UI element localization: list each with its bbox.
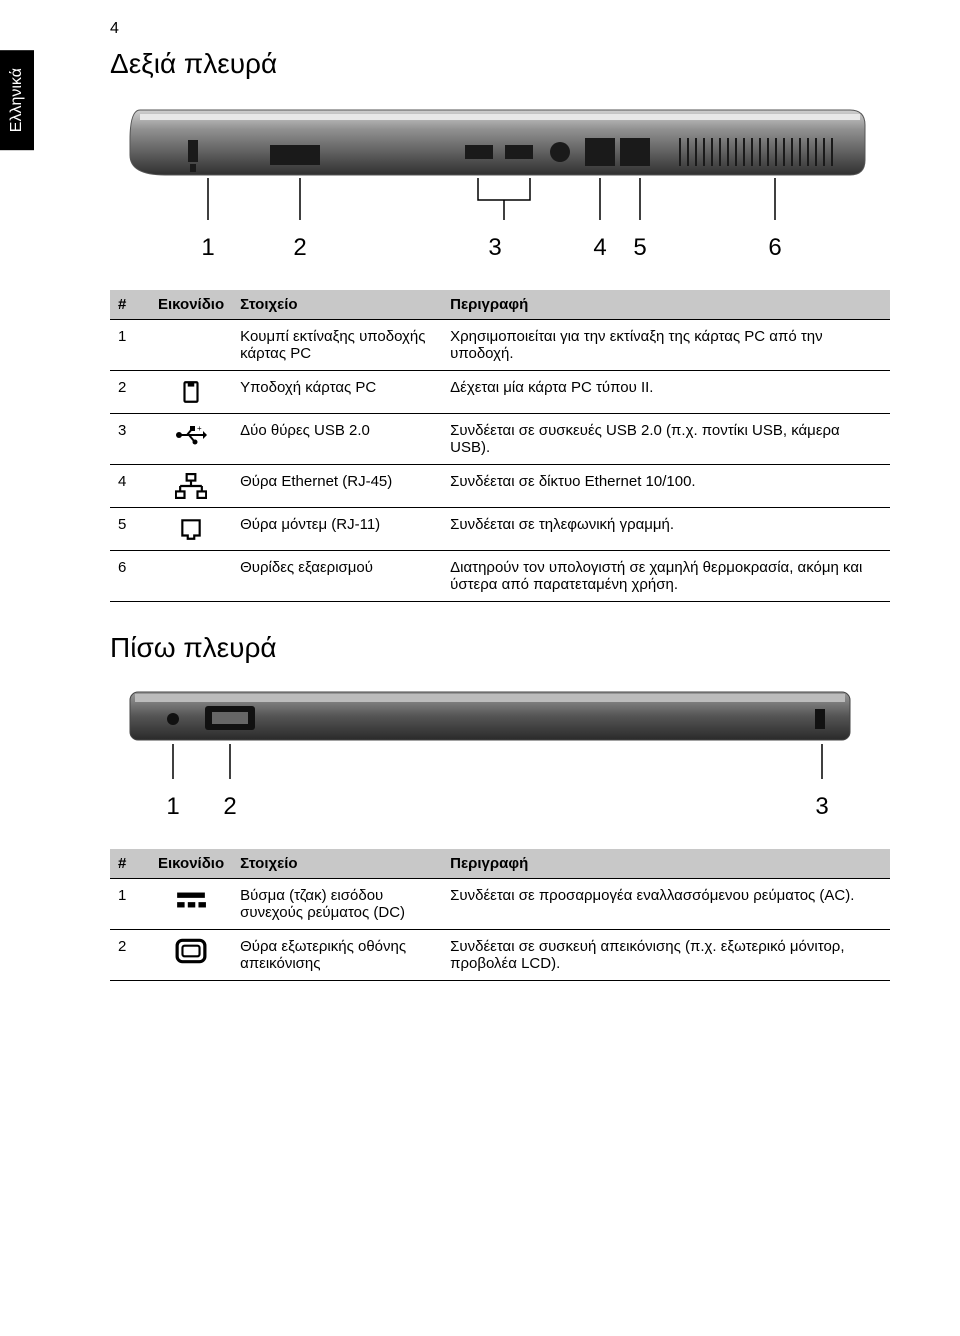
col-num: # — [110, 849, 150, 879]
row-desc: Χρησιμοποιείται για την εκτίναξη της κάρ… — [442, 320, 890, 371]
table-header-row: # Εικονίδιο Στοιχείο Περιγραφή — [110, 849, 890, 879]
page-number: 4 — [110, 20, 890, 38]
row-desc: Συνδέεται σε συσκευές USB 2.0 (π.χ. ποντ… — [442, 414, 890, 465]
svg-text:+: + — [197, 424, 202, 433]
table-row: 2 Υποδοχή κάρτας PCΔέχεται μία κάρτα PC τ… — [110, 371, 890, 414]
col-item: Στοιχείο — [232, 290, 442, 320]
row-num: 2 — [110, 930, 150, 981]
rear-side-table: # Εικονίδιο Στοιχείο Περιγραφή 1 Βύσμα (τ… — [110, 849, 890, 981]
row-icon — [150, 371, 232, 414]
row-item: Θύρα εξωτερικής οθόνης απεικόνισης — [232, 930, 442, 981]
table-header-row: # Εικονίδιο Στοιχείο Περιγραφή — [110, 290, 890, 320]
row-num: 3 — [110, 414, 150, 465]
row-num: 1 — [110, 879, 150, 930]
row-item: Δύο θύρες USB 2.0 — [232, 414, 442, 465]
right-side-table: # Εικονίδιο Στοιχείο Περιγραφή 1 Κουμπί ε… — [110, 290, 890, 602]
row-desc: Συνδέεται σε προσαρμογέα εναλλασσόμενου … — [442, 879, 890, 930]
col-icon: Εικονίδιο — [150, 849, 232, 879]
row-icon — [150, 465, 232, 508]
row-desc: Συνδέεται σε συσκευή απεικόνισης (π.χ. ε… — [442, 930, 890, 981]
row-icon — [150, 508, 232, 551]
col-num: # — [110, 290, 150, 320]
table-row: 1 Βύσμα (τζακ) εισόδου συνεχούς ρεύματος … — [110, 879, 890, 930]
table-row: 4 Θύρα Ethernet (RJ-45)Συνδέεται σε δίκτυ… — [110, 465, 890, 508]
table-row: 1 Κουμπί εκτίναξης υποδοχής κάρτας PCΧρησ… — [110, 320, 890, 371]
row-num: 2 — [110, 371, 150, 414]
right-side-diagram: 1 2 3 45 6 — [110, 100, 890, 270]
row-icon — [150, 879, 232, 930]
row-item: Βύσμα (τζακ) εισόδου συνεχούς ρεύματος (… — [232, 879, 442, 930]
table-row: 5 Θύρα μόντεμ (RJ-11)Συνδέεται σε τηλεφων… — [110, 508, 890, 551]
row-item: Υποδοχή κάρτας PC — [232, 371, 442, 414]
svg-text:1: 1 — [201, 234, 214, 261]
row-icon — [150, 551, 232, 602]
svg-text:3: 3 — [488, 234, 501, 261]
col-item: Στοιχείο — [232, 849, 442, 879]
row-desc: Δέχεται μία κάρτα PC τύπου II. — [442, 371, 890, 414]
row-desc: Συνδέεται σε τηλεφωνική γραμμή. — [442, 508, 890, 551]
row-desc: Διατηρούν τον υπολογιστή σε χαμηλή θερμο… — [442, 551, 890, 602]
row-num: 4 — [110, 465, 150, 508]
row-item: Θύρα Ethernet (RJ-45) — [232, 465, 442, 508]
language-tab: Ελληνικά — [0, 50, 34, 150]
row-item: Θύρα μόντεμ (RJ-11) — [232, 508, 442, 551]
row-icon — [150, 320, 232, 371]
row-num: 5 — [110, 508, 150, 551]
svg-text:6: 6 — [768, 234, 781, 261]
row-icon — [150, 930, 232, 981]
rear-side-diagram: 1 2 3 — [110, 684, 890, 829]
svg-text:3: 3 — [815, 793, 828, 820]
section1-title: Δεξιά πλευρά — [110, 48, 890, 80]
svg-text:1: 1 — [166, 793, 179, 820]
row-desc: Συνδέεται σε δίκτυο Ethernet 10/100. — [442, 465, 890, 508]
svg-text:4: 4 — [593, 234, 606, 261]
col-desc: Περιγραφή — [442, 290, 890, 320]
col-desc: Περιγραφή — [442, 849, 890, 879]
row-icon: + — [150, 414, 232, 465]
svg-text:5: 5 — [633, 234, 646, 261]
svg-text:2: 2 — [293, 234, 306, 261]
svg-text:2: 2 — [223, 793, 236, 820]
row-num: 1 — [110, 320, 150, 371]
row-item: Κουμπί εκτίναξης υποδοχής κάρτας PC — [232, 320, 442, 371]
row-num: 6 — [110, 551, 150, 602]
table-row: 6 Θυρίδες εξαερισμούΔιατηρούν τον υπολογι… — [110, 551, 890, 602]
section2-title: Πίσω πλευρά — [110, 632, 890, 664]
row-item: Θυρίδες εξαερισμού — [232, 551, 442, 602]
table-row: 3 + Δύο θύρες USB 2.0Συνδέεται σε συσκευές… — [110, 414, 890, 465]
table-row: 2 Θύρα εξωτερικής οθόνης απεικόνισηςΣυνδέ… — [110, 930, 890, 981]
col-icon: Εικονίδιο — [150, 290, 232, 320]
